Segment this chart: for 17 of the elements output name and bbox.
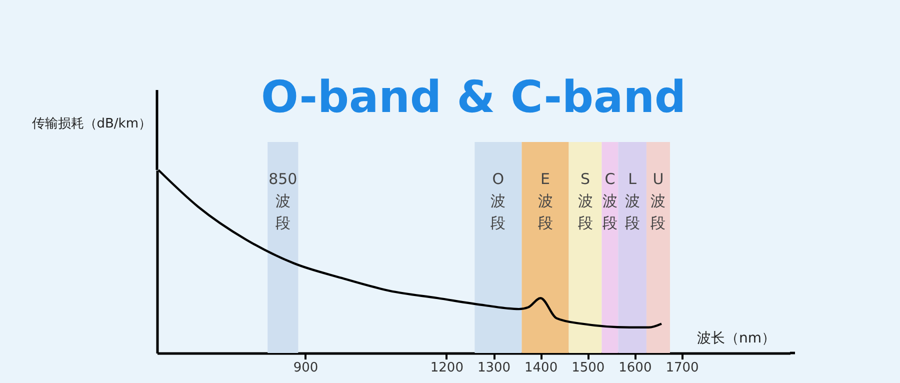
x-tick-label: 1300 xyxy=(477,360,511,376)
x-tick-label: 1600 xyxy=(618,360,652,376)
x-tick-label: 1200 xyxy=(430,360,464,376)
chart-title: O-band & C-band xyxy=(260,72,686,123)
x-axis-title: 波长（nm） xyxy=(696,330,776,346)
x-tick-label: 900 xyxy=(293,360,318,376)
band-label: U波段 xyxy=(650,170,666,232)
y-axis-title: 传输损耗（dB/km） xyxy=(32,116,152,132)
x-tick-label: 1400 xyxy=(524,360,558,376)
band-label: 850波段 xyxy=(268,170,298,232)
x-tick-label: 1500 xyxy=(572,360,605,376)
band-label: L波段 xyxy=(624,170,640,232)
band-label: O波段 xyxy=(490,170,506,232)
band-label: C波段 xyxy=(602,170,618,232)
band-label: S波段 xyxy=(578,170,593,232)
x-tick-label: 1700 xyxy=(666,360,699,376)
band-label: E波段 xyxy=(538,170,553,232)
